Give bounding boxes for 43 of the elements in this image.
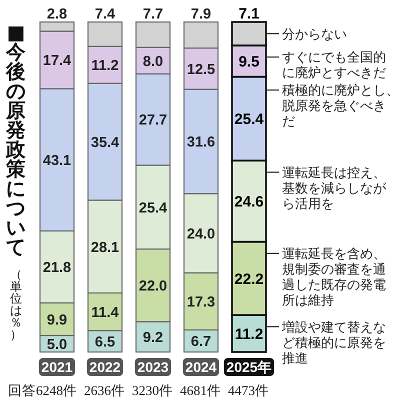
chart-title: ■今後の原発政策について bbox=[6, 20, 26, 258]
text: 2636件 bbox=[84, 383, 125, 398]
data-label: 7.7 bbox=[142, 6, 164, 22]
data-label: 7.1 bbox=[238, 6, 260, 22]
data-label: 22.0 bbox=[138, 278, 168, 295]
data-label: 35.4 bbox=[90, 135, 120, 152]
data-label: 17.4 bbox=[42, 53, 72, 70]
series-label: 運転延長を含め、規制委の審査を通過した既存の発電所は維持 bbox=[282, 247, 386, 309]
data-label: 24.6 bbox=[234, 194, 264, 211]
series-label: 分からない bbox=[282, 27, 347, 42]
text: 回答6248件 bbox=[8, 383, 77, 398]
data-label: 21.8 bbox=[42, 260, 72, 276]
data-label: 24.0 bbox=[186, 226, 216, 242]
data-label: 6.7 bbox=[190, 334, 212, 350]
text: （単位は％） bbox=[10, 267, 22, 342]
data-label: 7.4 bbox=[94, 6, 116, 22]
data-label: 6.5 bbox=[94, 334, 116, 350]
data-label: 11.2 bbox=[91, 58, 119, 74]
series-label: 増設や建て替えなど積極的に原発を推進 bbox=[281, 319, 386, 366]
data-label: 9.9 bbox=[46, 312, 68, 328]
data-label: 9.5 bbox=[238, 54, 260, 71]
data-label: 9.2 bbox=[142, 330, 164, 346]
data-label: 25.4 bbox=[234, 111, 264, 128]
text: 4681件 bbox=[180, 383, 221, 398]
data-label: 22.2 bbox=[234, 270, 264, 288]
data-label: 17.3 bbox=[186, 294, 216, 311]
data-label: 27.7 bbox=[138, 112, 168, 129]
data-label: 43.1 bbox=[42, 152, 72, 169]
data-label: 8.0 bbox=[142, 54, 164, 70]
series-label: すぐにでも全国的に廃炉とすべきだ bbox=[282, 50, 386, 82]
data-label: 11.2 bbox=[234, 326, 264, 343]
data-label: 2.8 bbox=[46, 6, 68, 22]
text: 4473件 bbox=[228, 383, 269, 398]
series-label: 積極的に廃炉とし、脱原発を急ぐべきだ bbox=[282, 84, 399, 130]
data-label: 12.5 bbox=[186, 62, 216, 78]
data-label: 7.9 bbox=[190, 6, 212, 22]
data-label: 31.6 bbox=[186, 134, 216, 151]
data-label: 5.0 bbox=[46, 336, 68, 353]
data-label: 28.1 bbox=[90, 240, 120, 256]
series-label: 運転延長は控え、基数を減らしながら活用を bbox=[282, 166, 387, 212]
data-label: 11.4 bbox=[91, 304, 119, 321]
data-label: 25.4 bbox=[138, 200, 168, 216]
text: 3230件 bbox=[132, 383, 173, 398]
